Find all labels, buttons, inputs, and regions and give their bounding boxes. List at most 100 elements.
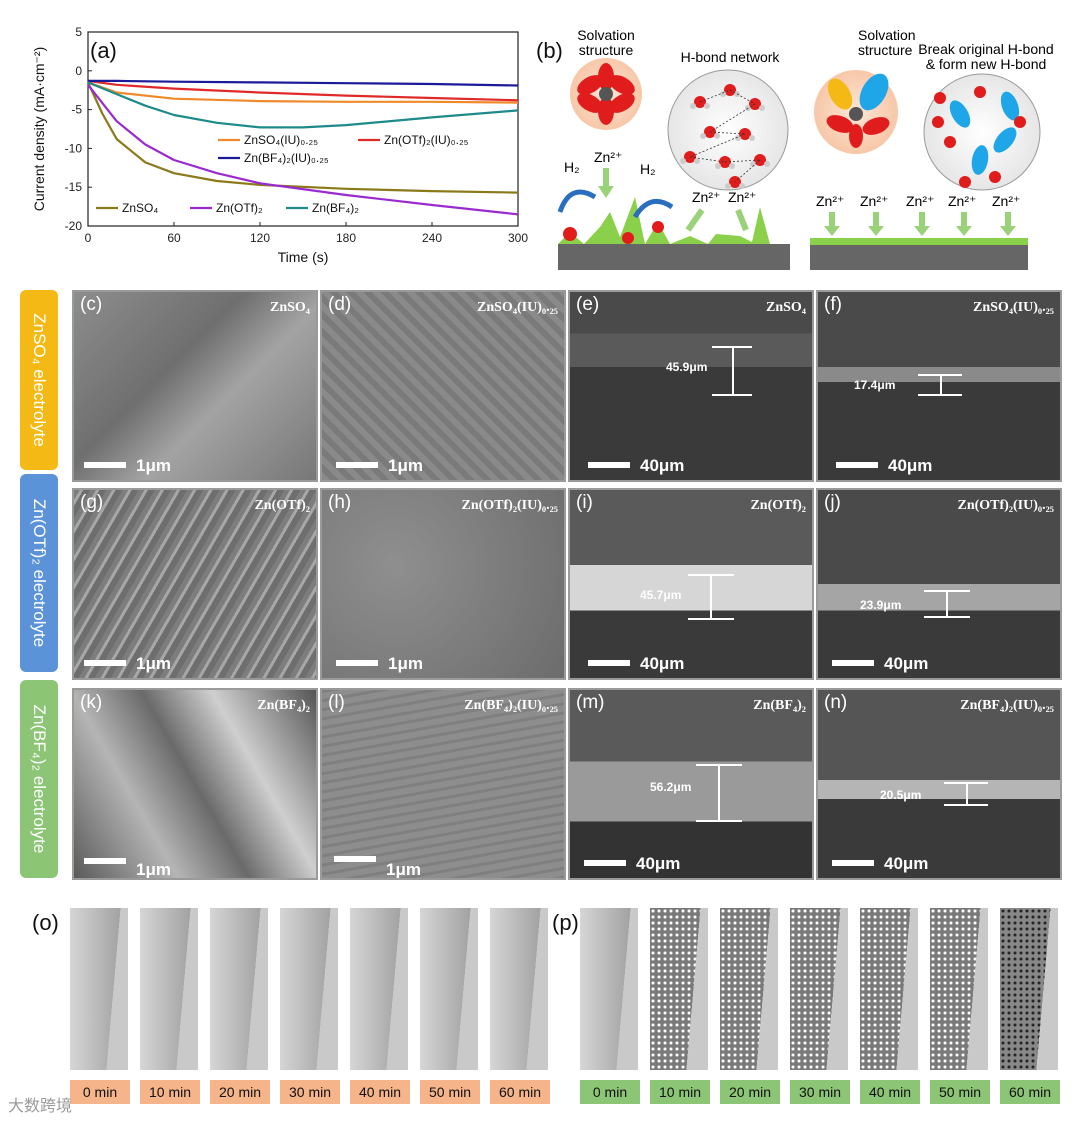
sem-panel-k: (k) Zn(BF₄)₂ 1μm (72, 688, 318, 880)
hydrogen-atom (764, 161, 770, 167)
panel-label-p: (p) (552, 910, 579, 935)
oxygen-atom (974, 86, 986, 98)
zn-arrowhead (824, 226, 840, 236)
zn-label-2: Zn²⁺ (692, 189, 720, 205)
panel-label-o: (o) (32, 910, 59, 935)
legend-label-5: Zn(BF₄)₂ (312, 201, 359, 215)
row-label-zn-otf: Zn(OTf)₂ electrolyte (20, 474, 58, 672)
oxygen-atom (959, 176, 971, 188)
strips-o-frame-2 (210, 908, 268, 1070)
solvation-title-2: Solvation structure (858, 27, 916, 58)
hydrogen-atom (714, 133, 720, 139)
x-tick-label: 0 (85, 231, 92, 245)
strips-o-frame-4 (350, 908, 408, 1070)
h2-label-1: H₂ (564, 159, 580, 175)
time-o-2: 20 min (210, 1080, 270, 1104)
sem-panel-c: (c) ZnSO₄ 1μm (72, 290, 318, 482)
row-label-znso4: ZnSO₄ electrolyte (20, 290, 58, 470)
dendrites (558, 197, 770, 244)
break-hbond-title: Break original H-bond & form new H-bond (918, 41, 1053, 72)
time-o-1: 10 min (140, 1080, 200, 1104)
zn-arrowhead (956, 226, 972, 236)
hbond-line (709, 103, 756, 133)
zn-ion-label: Zn²⁺ (906, 193, 934, 209)
panel-label-a: (a) (90, 38, 117, 63)
sem-panel-f: (f) ZnSO₄(IU)₀.₂₅ 17.4μm 40μm (816, 290, 1062, 482)
y-tick-label: 5 (75, 25, 82, 39)
sem-panel-m: (m) Zn(BF₄)₂ 56.2μm 40μm (568, 688, 814, 880)
hydrogen-atom (749, 135, 755, 141)
time-o-4: 40 min (350, 1080, 410, 1104)
h2-label-2: H₂ (640, 161, 656, 177)
plot-frame (87, 31, 519, 227)
zn-label-1: Zn²⁺ (594, 149, 622, 165)
hbond-line (734, 159, 761, 183)
y-tick-label: -20 (65, 219, 83, 233)
hydrogen-atom (704, 103, 710, 109)
series-line-0 (87, 81, 519, 104)
zn-substrate-right (810, 244, 1028, 270)
hydrogen-atom (729, 163, 735, 169)
legend-label-0: ZnSO₄(IU)₀.₂₅ (244, 133, 318, 147)
strips-o-frame-1 (140, 908, 198, 1070)
modified-molecules (932, 86, 1026, 188)
series-line-2 (88, 79, 519, 87)
hydrogen-atom (700, 133, 706, 139)
solvation-petals-1 (577, 63, 635, 125)
time-o-6: 60 min (490, 1080, 550, 1104)
oxygen-atom (934, 92, 946, 104)
y-tick-label: 0 (75, 64, 82, 78)
hydrogen-atom (759, 105, 765, 111)
time-p-0: 0 min (580, 1080, 640, 1104)
oxygen-atom (944, 136, 956, 148)
x-tick-label: 300 (508, 231, 528, 245)
zn-ion-label: Zn²⁺ (948, 193, 976, 209)
time-p-4: 40 min (860, 1080, 920, 1104)
strips-o-frame-3 (280, 908, 338, 1070)
row-label-zn-bf4: Zn(BF₄)₂ electrolyte (20, 680, 58, 878)
watermark: 大数跨境 (8, 1098, 73, 1115)
strips-p-frame-3 (790, 908, 848, 1070)
series-line-4 (87, 84, 519, 216)
legend-label-3: ZnSO₄ (122, 201, 158, 215)
hydrogen-atom (680, 158, 686, 164)
time-o-0: 0 min (70, 1080, 130, 1104)
strips-p-frame-0 (580, 908, 638, 1070)
strips-o-frame-5 (420, 908, 478, 1070)
hydrogen-atom (750, 161, 756, 167)
time-p-1: 10 min (650, 1080, 710, 1104)
strips-p-frame-4 (860, 908, 918, 1070)
sem-panel-e: (e) ZnSO₄ 45.9μm 40μm (568, 290, 814, 482)
sem-panel-l: (l) Zn(BF₄)₂(IU)₀.₂₅ 1μm (320, 688, 566, 880)
strips-p-frame-6 (1000, 908, 1058, 1070)
hydrogen-atom (690, 103, 696, 109)
oxygen-atom (932, 116, 944, 128)
oxygen-atom (989, 171, 1001, 183)
time-o-5: 50 min (420, 1080, 480, 1104)
water-molecules (680, 84, 770, 189)
oxygen-atom (1014, 116, 1026, 128)
strips-o-frame-0 (70, 908, 128, 1070)
y-axis-label: Current density (mA·cm⁻²) (31, 47, 47, 212)
hydrogen-atom (720, 91, 726, 97)
time-p-2: 20 min (720, 1080, 780, 1104)
zn-substrate-left (558, 244, 790, 270)
time-p-3: 30 min (790, 1080, 850, 1104)
sem-panel-n: (n) Zn(BF₄)₂(IU)₀.₂₅ 20.5μm 40μm (816, 688, 1062, 880)
hbond-line (689, 156, 726, 163)
hydrogen-atom (725, 183, 731, 189)
hydrogen-atom (715, 163, 721, 169)
series-line-5 (87, 81, 519, 129)
iu-molecule (993, 127, 1017, 153)
time-p-5: 50 min (930, 1080, 990, 1104)
strips-p-frame-1 (650, 908, 708, 1070)
iu-molecule (949, 100, 971, 128)
hbond-line (689, 133, 746, 158)
x-tick-label: 60 (167, 231, 181, 245)
y-tick-label: -10 (65, 141, 83, 155)
series-line-3 (87, 81, 519, 194)
zn-label-3: Zn²⁺ (728, 189, 756, 205)
x-tick-label: 180 (336, 231, 356, 245)
zn-ion-label: Zn²⁺ (992, 193, 1020, 209)
hydrogen-atom (739, 183, 745, 189)
